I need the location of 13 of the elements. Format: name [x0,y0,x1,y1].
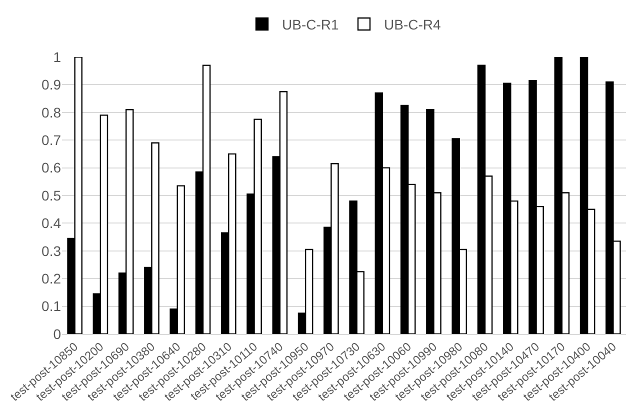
y-tick-label: 0.1 [42,298,62,314]
y-tick-label: 0.8 [42,104,62,120]
y-tick-label: 0.7 [42,132,62,148]
y-tick-label: 0.4 [42,215,62,232]
legend-label: UB-C-R1 [282,16,339,32]
y-tick-label: 0.9 [42,76,62,93]
y-tick-label: 0 [53,326,62,342]
y-tick-label: 0.3 [42,242,62,259]
y-tick-label: 0.2 [42,270,62,286]
legend-label: UB-C-R4 [384,16,441,32]
y-tick-label: 1 [53,48,62,65]
y-tick-label: 0.5 [42,187,62,204]
y-tick-label: 0.6 [42,160,62,176]
